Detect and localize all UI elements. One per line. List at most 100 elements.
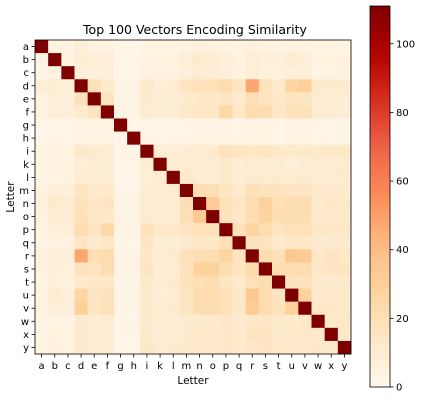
heatmap-cell [127, 118, 141, 132]
heatmap-cell [206, 314, 220, 329]
heatmap-cell [140, 105, 154, 119]
heatmap-cell [232, 327, 246, 342]
heatmap-cell [232, 275, 246, 289]
heatmap-cell [232, 66, 246, 80]
heatmap-cell [193, 118, 207, 132]
heatmap-cell [153, 105, 167, 119]
heatmap-cell [35, 170, 49, 185]
heatmap-cell [87, 249, 102, 263]
y-tick-label: e [23, 94, 29, 105]
heatmap-cell [272, 288, 286, 302]
heatmap-cell [285, 92, 299, 106]
heatmap-cell [87, 157, 102, 172]
heatmap-cell [61, 40, 75, 54]
heatmap-cell [232, 197, 246, 211]
heatmap-cell [100, 197, 115, 211]
x-tick-label: a [39, 361, 45, 372]
heatmap-cell [324, 92, 339, 106]
heatmap-cell [219, 131, 233, 145]
heatmap-cell [219, 105, 233, 119]
heatmap-cell [285, 262, 299, 276]
heatmap-cell [324, 262, 339, 276]
heatmap-cell [100, 66, 115, 80]
heatmap-cell [272, 301, 286, 316]
heatmap-cell [61, 131, 75, 145]
heatmap-cell [245, 144, 260, 159]
heatmap-cell [140, 197, 154, 211]
heatmap-cell [324, 236, 339, 250]
heatmap-cell [100, 40, 115, 54]
heatmap-cell [166, 183, 181, 198]
heatmap-cell [285, 275, 299, 289]
heatmap-cell [193, 275, 207, 289]
heatmap-cell [206, 144, 220, 159]
heatmap-cell [35, 53, 49, 67]
heatmap-cell [245, 53, 260, 67]
heatmap-cell [324, 53, 339, 67]
heatmap-cell [179, 105, 194, 119]
heatmap-cell [324, 157, 339, 172]
heatmap-cell [74, 105, 88, 119]
heatmap-cell [258, 157, 273, 172]
chart-title: Top 100 Vectors Encoding Similarity [82, 22, 307, 37]
heatmap-cell [206, 249, 220, 263]
heatmap-cell [206, 210, 220, 224]
heatmap-cell [232, 144, 246, 159]
colorbar-tick-label: 40 [396, 245, 409, 256]
x-tick-label: y [341, 361, 347, 372]
heatmap-cell [219, 288, 233, 302]
y-tick-label: r [25, 251, 30, 262]
heatmap-cell [48, 131, 62, 145]
heatmap-cell [48, 118, 62, 132]
x-axis-label: Letter [177, 375, 209, 387]
heatmap-cell [100, 223, 115, 237]
heatmap-cell [35, 340, 49, 355]
heatmap-cell [114, 53, 128, 67]
heatmap-cell [311, 79, 325, 93]
heatmap-cell [219, 275, 233, 289]
heatmap-cell [153, 210, 167, 224]
heatmap-cell [35, 40, 49, 54]
heatmap-cell [179, 170, 194, 185]
heatmap-cell [219, 314, 233, 329]
heatmap-cell [114, 170, 128, 185]
heatmap-cell [61, 53, 75, 67]
heatmap-cell [127, 301, 141, 316]
heatmap-cell [153, 340, 167, 355]
heatmap-cell [285, 118, 299, 132]
heatmap-cell [140, 131, 154, 145]
heatmap-cell [245, 170, 260, 185]
heatmap-cell [87, 105, 102, 119]
heatmap-cell [153, 66, 167, 80]
heatmap-cell [61, 275, 75, 289]
heatmap-cell [166, 223, 181, 237]
heatmap-cell [153, 144, 167, 159]
heatmap-cell [87, 92, 102, 106]
heatmap-cell [87, 183, 102, 198]
heatmap-cell [114, 262, 128, 276]
heatmap-cell [298, 92, 312, 106]
heatmap-cell [48, 183, 62, 198]
heatmap-cell [100, 249, 115, 263]
heatmap-cell [245, 236, 260, 250]
heatmap-cell [193, 157, 207, 172]
heatmap-cell [74, 340, 88, 355]
heatmap-cell [87, 79, 102, 93]
heatmap-cell [166, 249, 181, 263]
heatmap-cell [298, 340, 312, 355]
heatmap-cell [61, 314, 75, 329]
heatmap-cell [219, 118, 233, 132]
heatmap-cell [179, 210, 194, 224]
heatmap-cell [298, 144, 312, 159]
heatmap-cell [140, 223, 154, 237]
heatmap-cell [48, 340, 62, 355]
heatmap-cell [114, 210, 128, 224]
heatmap-cell [48, 301, 62, 316]
heatmap-cell [61, 170, 75, 185]
heatmap-cell [166, 197, 181, 211]
heatmap-cell [140, 340, 154, 355]
heatmap-cell [166, 288, 181, 302]
heatmap-cell [206, 262, 220, 276]
heatmap-cell [245, 275, 260, 289]
